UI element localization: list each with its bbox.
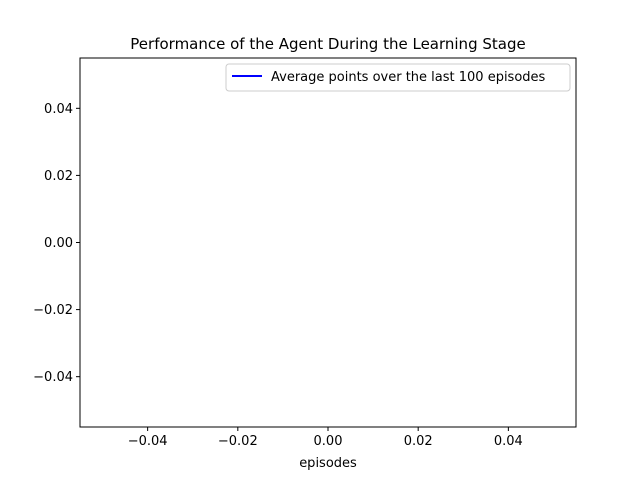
y-tick-label: 0.00 <box>44 236 73 251</box>
y-tick-label: −0.02 <box>33 303 73 318</box>
y-axis: −0.04 −0.02 0.00 0.02 0.04 <box>33 102 80 385</box>
x-axis-label: episodes <box>299 456 357 471</box>
y-tick-label: 0.02 <box>44 169 73 184</box>
y-tick-label: 0.04 <box>44 102 73 117</box>
x-tick-label: 0.04 <box>494 434 523 449</box>
x-axis: −0.04 −0.02 0.00 0.02 0.04 <box>128 427 523 449</box>
y-tick-label: −0.04 <box>33 370 73 385</box>
chart-title: Performance of the Agent During the Lear… <box>130 35 525 53</box>
x-tick-label: 0.02 <box>404 434 433 449</box>
legend: Average points over the last 100 episode… <box>225 63 571 92</box>
x-tick-label: −0.02 <box>218 434 258 449</box>
x-tick-label: 0.00 <box>314 434 343 449</box>
legend-box <box>225 63 571 92</box>
x-tick-label: −0.04 <box>128 434 168 449</box>
legend-label: Average points over the last 100 episode… <box>271 70 546 85</box>
